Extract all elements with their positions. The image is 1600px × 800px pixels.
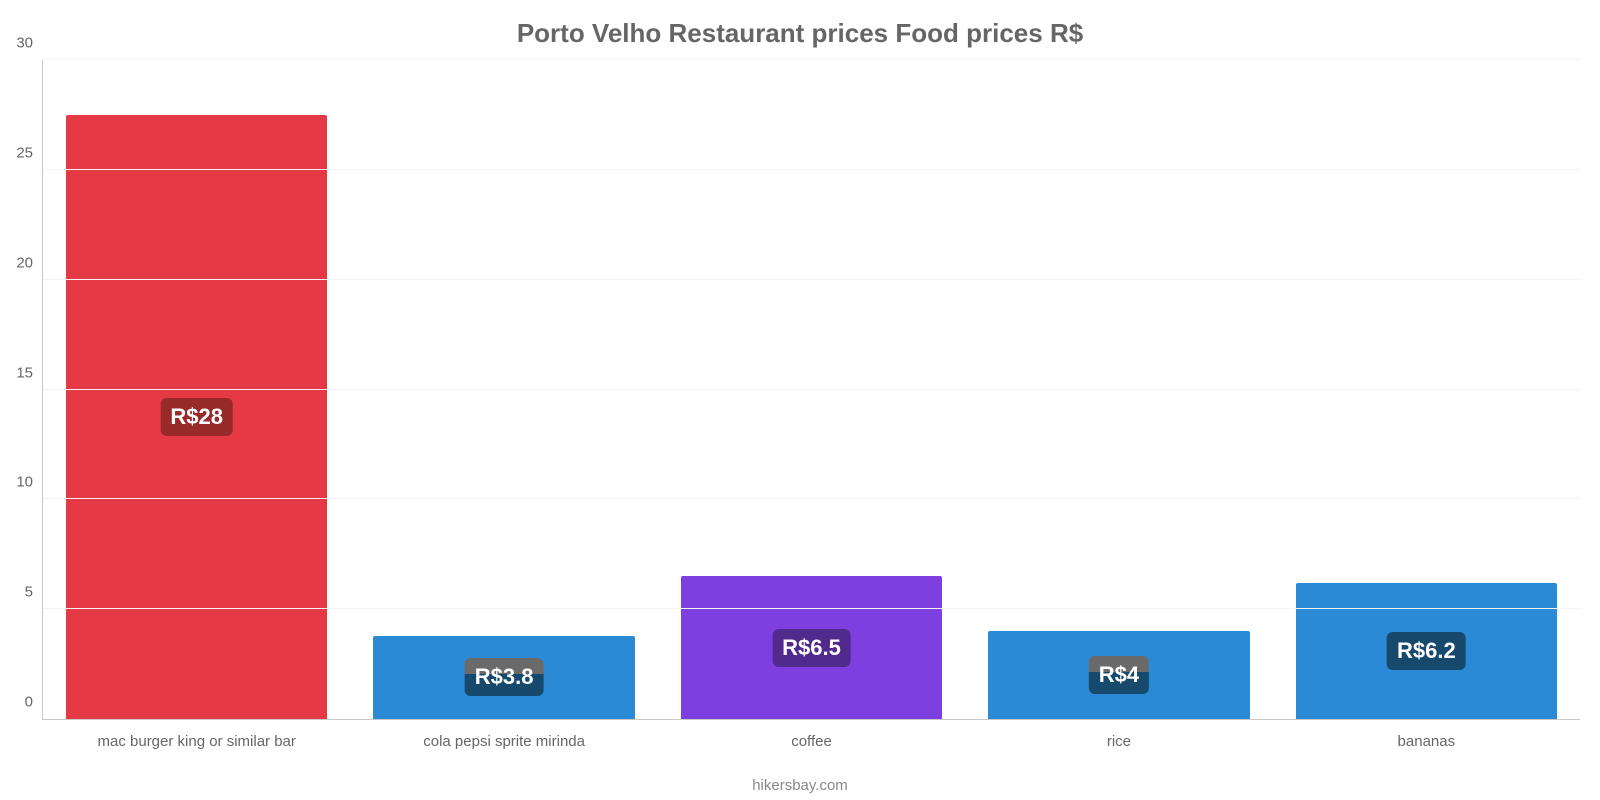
bar: R$4 bbox=[988, 631, 1249, 719]
bar-value-label: R$28 bbox=[160, 398, 233, 436]
bar-value-label: R$6.5 bbox=[772, 629, 851, 667]
bar-value-label: R$4 bbox=[1089, 656, 1149, 694]
y-tick-label: 30 bbox=[16, 35, 43, 52]
y-tick-label: 20 bbox=[16, 254, 43, 271]
y-tick-label: 0 bbox=[25, 694, 43, 711]
credit-text: hikersbay.com bbox=[0, 777, 1600, 794]
bars-layer: R$28mac burger king or similar barR$3.8c… bbox=[43, 60, 1580, 719]
x-tick-label: rice bbox=[965, 733, 1272, 750]
gridline bbox=[43, 169, 1580, 170]
bar-slot: R$3.8cola pepsi sprite mirinda bbox=[350, 60, 657, 719]
y-tick-label: 5 bbox=[25, 584, 43, 601]
y-tick-label: 10 bbox=[16, 474, 43, 491]
y-tick-label: 15 bbox=[16, 364, 43, 381]
gridline bbox=[43, 59, 1580, 60]
bar: R$6.2 bbox=[1296, 583, 1557, 719]
x-tick-label: cola pepsi sprite mirinda bbox=[350, 733, 657, 750]
bar-slot: R$4rice bbox=[965, 60, 1272, 719]
gridline bbox=[43, 389, 1580, 390]
bar-slot: R$6.5coffee bbox=[658, 60, 965, 719]
bar: R$6.5 bbox=[681, 576, 942, 719]
x-tick-label: mac burger king or similar bar bbox=[43, 733, 350, 750]
gridline bbox=[43, 498, 1580, 499]
plot-area: R$28mac burger king or similar barR$3.8c… bbox=[42, 60, 1580, 720]
bar-value-label: R$6.2 bbox=[1387, 632, 1466, 670]
chart-container: Porto Velho Restaurant prices Food price… bbox=[0, 0, 1600, 800]
gridline bbox=[43, 279, 1580, 280]
bar-value-label: R$3.8 bbox=[465, 658, 544, 696]
chart-title: Porto Velho Restaurant prices Food price… bbox=[0, 0, 1600, 49]
bar-slot: R$28mac burger king or similar bar bbox=[43, 60, 350, 719]
x-tick-label: coffee bbox=[658, 733, 965, 750]
bar: R$28 bbox=[66, 115, 327, 719]
x-tick-label: bananas bbox=[1273, 733, 1580, 750]
y-tick-label: 25 bbox=[16, 144, 43, 161]
bar-slot: R$6.2bananas bbox=[1273, 60, 1580, 719]
bar: R$3.8 bbox=[373, 636, 634, 719]
gridline bbox=[43, 608, 1580, 609]
